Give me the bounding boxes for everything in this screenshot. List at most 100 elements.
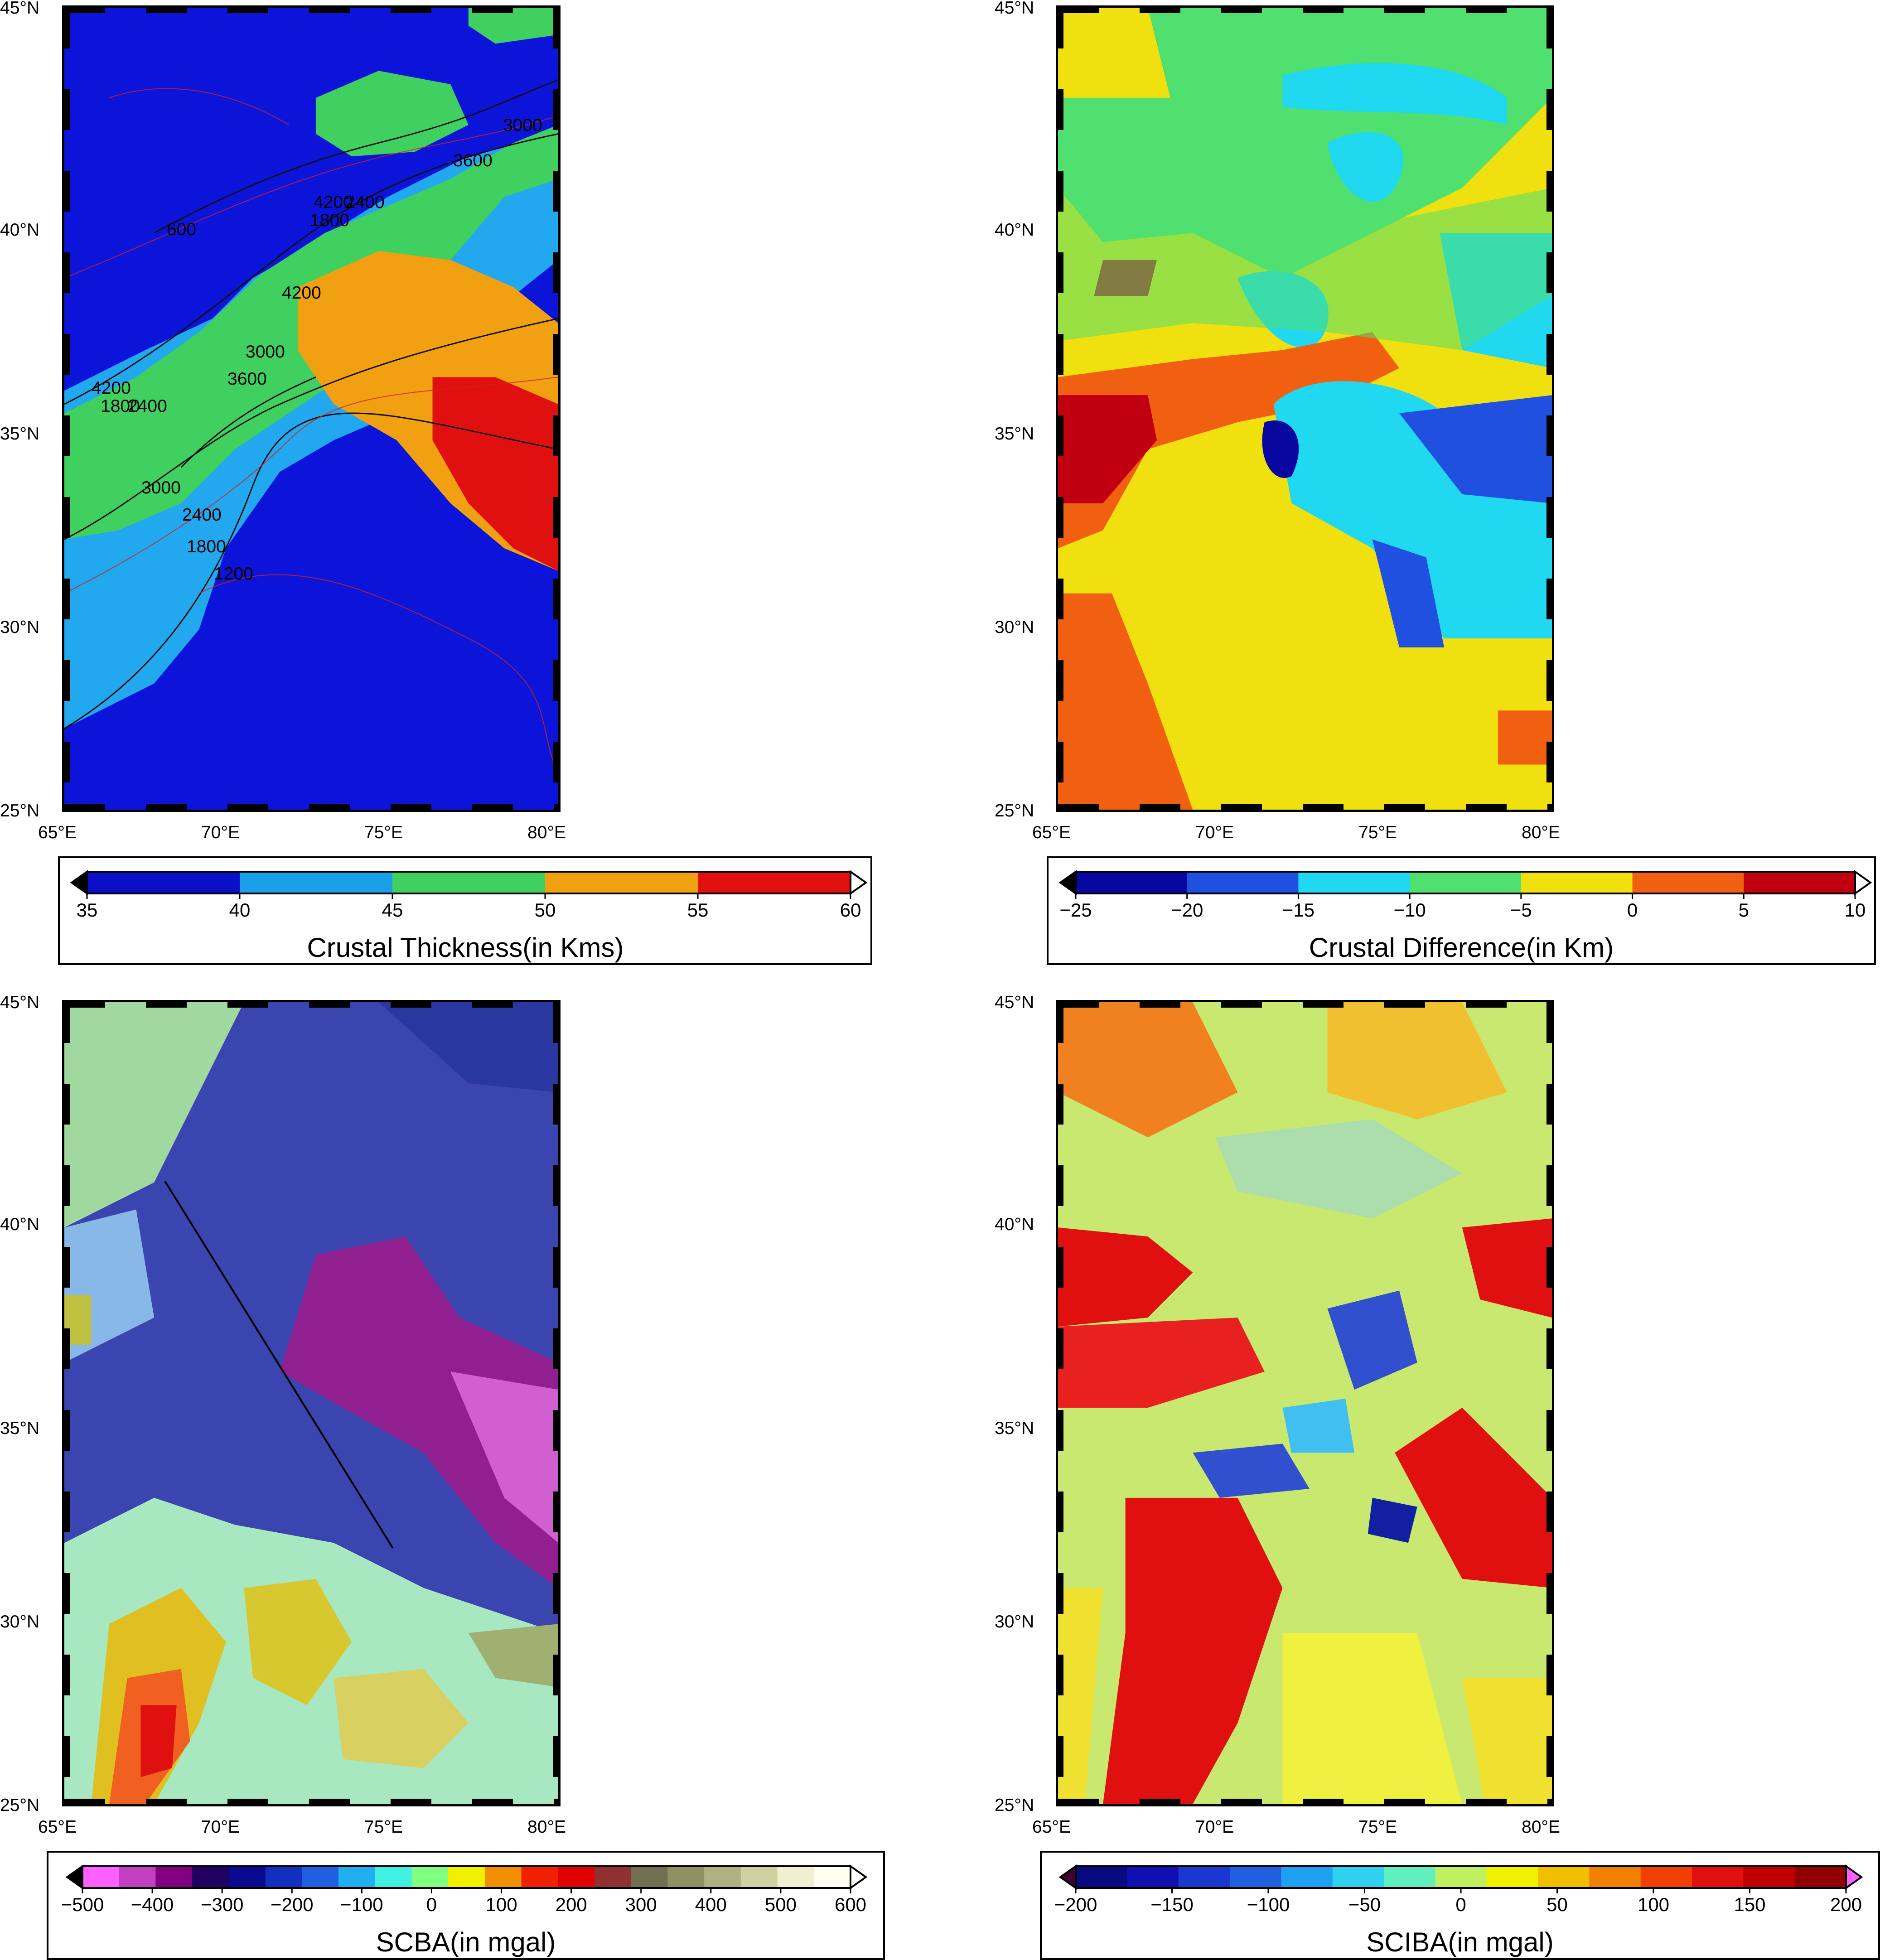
colorbar-segment	[1521, 872, 1633, 893]
colorbar-tick-label: 150	[1734, 1894, 1766, 1915]
colorbar-tick-label: −400	[130, 1894, 174, 1915]
colorbar-segment	[740, 1866, 778, 1888]
colorbar-tick-label: 500	[764, 1894, 797, 1915]
colorbar-segment	[1632, 872, 1744, 893]
lat-label: 45°N	[995, 993, 1034, 1012]
colorbar-segment	[631, 1866, 668, 1888]
contour-label: 3600	[453, 151, 493, 170]
contour-label: 1800	[187, 537, 226, 556]
colorbar-back-triangle	[65, 1864, 83, 1890]
colorbar-segment	[82, 1866, 120, 1888]
colorbar-segment	[1692, 1866, 1744, 1888]
lat-label: 35°N	[0, 424, 40, 444]
lon-label: 70°E	[1195, 823, 1234, 842]
contour-label: 2400	[345, 193, 385, 212]
crustal-thickness-surface	[64, 8, 558, 810]
contour-label: 3000	[503, 116, 542, 135]
lat-label: 40°N	[0, 220, 40, 240]
contour-label: 3000	[246, 342, 285, 362]
lon-label: 65°E	[1032, 823, 1071, 842]
contour-label: 4200	[92, 378, 131, 398]
colorbar-back-triangle	[70, 870, 88, 895]
colorbar-segment	[594, 1866, 632, 1888]
colorbar-segment	[1744, 872, 1856, 893]
colorbar-segment	[1187, 872, 1299, 893]
colorbar-segment	[704, 1866, 741, 1888]
lat-label: 45°N	[0, 0, 40, 18]
colorbar-segment	[777, 1866, 814, 1888]
colorbar-sciba: SCIBA(in mgal) −200 −150 −100 −50 0 50 100 150 2…	[1040, 1851, 1880, 1960]
lon-label: 70°E	[201, 1817, 240, 1837]
colorbar-back-triangle	[1058, 870, 1077, 895]
colorbar-tick-label: −150	[1150, 1894, 1194, 1915]
lon-label: 75°E	[364, 823, 403, 842]
colorbar-fore-triangle	[850, 870, 868, 895]
colorbar-segment	[1281, 1866, 1333, 1888]
lon-label: 70°E	[1195, 1817, 1234, 1837]
contour-label: 1800	[310, 211, 349, 230]
colorbar-segment	[558, 1866, 595, 1888]
colorbar-tick-label: 10	[1844, 899, 1866, 921]
colorbar-tick-label: 5	[1738, 899, 1749, 921]
lat-label: 30°N	[0, 1612, 40, 1632]
colorbar-tick-label: 35	[76, 899, 98, 921]
colorbar-tick-label: −300	[200, 1894, 244, 1915]
colorbar-tick-label: −200	[1054, 1894, 1097, 1915]
colorbar-segment	[545, 872, 698, 893]
lat-label: 35°N	[0, 1419, 40, 1438]
colorbar-tick-label: 60	[840, 899, 861, 921]
colorbar-segment	[698, 872, 851, 893]
lon-label: 75°E	[1358, 823, 1397, 842]
contour-label: 4200	[282, 283, 321, 303]
colorbar-segment	[1298, 872, 1410, 893]
map-frame-border	[1058, 1002, 1552, 1804]
lat-label: 25°N	[995, 801, 1034, 821]
lat-label: 35°N	[995, 1419, 1034, 1438]
colorbar-scba: SCBA(in mgal) −500 −400 −300 −200 −100 0 100 20…	[47, 1851, 885, 1960]
contour-label: 3000	[141, 478, 181, 497]
lon-label: 80°E	[1522, 1817, 1560, 1837]
lat-label: 40°N	[0, 1215, 40, 1234]
map-frame-border	[64, 1002, 558, 1804]
colorbar-tick-label: 50	[534, 899, 556, 921]
colorbar-segment	[338, 1866, 376, 1888]
colorbar-tick-label: 600	[834, 1894, 867, 1915]
colorbar-segment	[1743, 1866, 1795, 1888]
colorbar-title: Crustal Thickness(in Kms)	[307, 932, 624, 963]
colorbar-tick-label: 200	[1830, 1894, 1862, 1915]
lon-label: 75°E	[364, 1817, 403, 1837]
colorbar-segment	[87, 872, 240, 893]
contour-label: 2400	[128, 396, 167, 416]
colorbar-segment	[1640, 1866, 1692, 1888]
lon-label: 70°E	[201, 823, 240, 842]
colorbar-tick-label: −10	[1393, 899, 1426, 921]
lon-label: 65°E	[1032, 1817, 1071, 1837]
lat-label: 40°N	[995, 220, 1034, 240]
colorbar-tick-label: −200	[270, 1894, 314, 1915]
colorbar-crustal-thickness: Crustal Thickness(in Kms) 35 40 45 50 55 60	[58, 856, 872, 965]
lon-label: 80°E	[1522, 823, 1560, 842]
colorbar-back-triangle	[1058, 1864, 1077, 1890]
colorbar-tick-label: −100	[1247, 1894, 1290, 1915]
colorbar-segment	[375, 1866, 412, 1888]
colorbar-title: SCIBA(in mgal)	[1366, 1927, 1554, 1957]
lon-label: 75°E	[1358, 1817, 1397, 1837]
lon-label: 65°E	[38, 1817, 77, 1837]
colorbar-tick-label: −50	[1348, 1894, 1381, 1915]
colorbar-segment	[192, 1866, 229, 1888]
colorbar-segment	[265, 1866, 302, 1888]
colorbar-tick-label: 0	[426, 1894, 437, 1915]
colorbar-tick-label: −5	[1510, 899, 1532, 921]
contour-label: 1800	[101, 396, 140, 416]
lat-label: 30°N	[995, 1612, 1034, 1632]
colorbar-segment	[1384, 1866, 1435, 1888]
colorbar-tick-label: −500	[61, 1894, 104, 1915]
colorbar-scale	[65, 1864, 868, 1893]
profile-line	[164, 1180, 394, 1549]
sciba-surface	[1058, 1002, 1552, 1804]
colorbar-segment	[1589, 1866, 1641, 1888]
lat-label: 25°N	[0, 1796, 40, 1815]
colorbar-segment	[667, 1866, 705, 1888]
lat-label: 45°N	[0, 993, 40, 1012]
colorbar-segment	[484, 1866, 522, 1888]
